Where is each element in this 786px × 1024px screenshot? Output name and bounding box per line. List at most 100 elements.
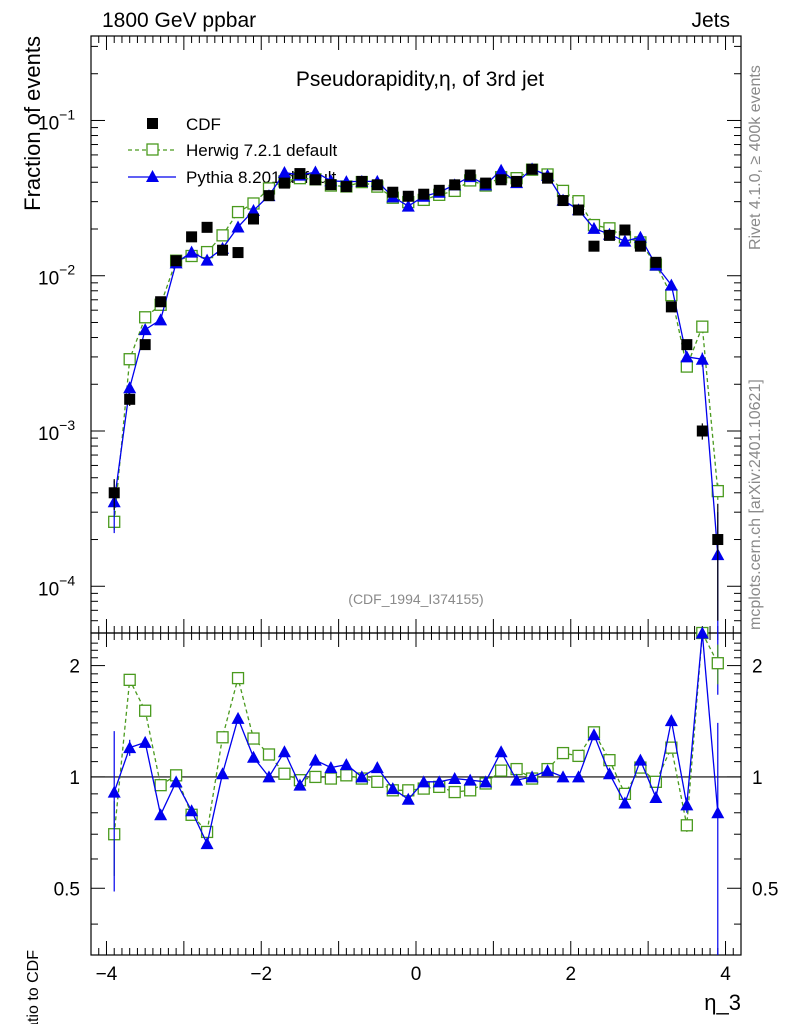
ratio-pythia-point <box>448 772 462 785</box>
cdf-point <box>402 190 414 202</box>
pythia-point <box>587 221 601 234</box>
cdf-point <box>139 339 151 351</box>
ratio-pythia-point <box>200 837 214 850</box>
cdf-point <box>201 221 213 233</box>
ratio-pythia-point <box>541 764 555 777</box>
ratio-pythia-point <box>572 770 585 783</box>
y-tick-label: 10−2 <box>38 262 75 290</box>
pythia-point <box>277 166 291 179</box>
ratio-herwig-point <box>324 772 338 785</box>
cdf-point <box>433 184 445 196</box>
ratio-pythia-line <box>113 632 719 846</box>
ratio-y-tick-label-left: 0.5 <box>54 879 80 900</box>
herwig-point <box>665 288 678 302</box>
ratio-pythia-point <box>185 804 199 817</box>
pythia-point <box>664 278 678 291</box>
pythia-point <box>123 381 137 394</box>
cdf-point <box>665 301 677 313</box>
ratio-pythia-point <box>247 750 260 763</box>
ratio-y-tick-label-left: 2 <box>69 657 80 678</box>
cdf-point <box>511 175 523 187</box>
cdf-point <box>650 256 662 268</box>
ratio-herwig-point <box>494 764 508 777</box>
pythia-point <box>633 230 647 243</box>
cdf-point <box>634 240 646 252</box>
ratio-herwig-point <box>278 767 291 780</box>
ratio-pythia-point <box>494 745 508 758</box>
rivet-version-label: Rivet 4.1.0, ≥ 400k events <box>747 65 764 250</box>
ratio-herwig-point <box>649 775 663 788</box>
pythia-point <box>401 199 415 212</box>
cdf-point <box>124 393 136 405</box>
ratio-y-tick-label-right: 1 <box>752 768 763 789</box>
x-axis-label: η_3 <box>704 990 741 1015</box>
cdf-point <box>278 177 290 189</box>
cdf-point <box>325 179 337 191</box>
pythia-line <box>113 168 719 555</box>
ratio-pythia-point <box>386 782 400 795</box>
cdf-point <box>557 195 569 207</box>
cdf-point <box>418 188 430 200</box>
ratio-pythia-point <box>277 745 291 758</box>
ratio-herwig-point <box>154 779 167 792</box>
energy-label: 1800 GeV ppbar <box>102 9 256 32</box>
ratio-pythia-point <box>169 775 183 788</box>
ratio-axis-ticks: −4 −2 0 2 4 0.5 0.5 1 1 2 2 <box>54 633 778 985</box>
ratio-y-axis-label: Ratio to CDF <box>25 950 42 1024</box>
cdf-point <box>387 186 399 198</box>
chart-title: Pseudorapidity,η, of 3rd jet <box>296 68 544 91</box>
cdf-point <box>371 179 383 191</box>
pythia-point <box>138 323 152 336</box>
pythia-point <box>247 204 260 217</box>
herwig-line <box>113 168 719 522</box>
cdf-point <box>263 190 275 202</box>
pythia-point <box>200 253 214 266</box>
ratio-pythia-point <box>556 770 570 783</box>
herwig-point <box>231 205 245 219</box>
ratio-pythia-point <box>370 761 384 774</box>
ratio-pythia-point <box>293 778 307 791</box>
cdf-point <box>248 213 259 225</box>
cdf-point <box>495 174 507 186</box>
cdf-point <box>217 244 229 256</box>
cdf-point <box>449 179 461 191</box>
pythia-point <box>154 313 168 326</box>
cdf-point <box>696 425 708 437</box>
ratio-pythia-point <box>587 728 601 741</box>
cdf-point <box>588 240 600 252</box>
ratio-pythia-point <box>680 798 694 811</box>
ratio-pythia-point <box>664 714 678 727</box>
legend-marker-herwig <box>146 143 159 156</box>
ratio-herwig-point <box>371 775 384 788</box>
ratio-y-tick-label-left: 1 <box>69 768 80 789</box>
category-label: Jets <box>691 9 730 32</box>
cdf-point <box>232 247 244 259</box>
ratio-pythia-point <box>711 806 725 819</box>
ratio-herwig-point <box>711 657 724 670</box>
pythia-point <box>680 350 694 363</box>
ratio-herwig-point <box>231 671 245 685</box>
cdf-point <box>186 231 198 243</box>
cdf-point <box>712 534 724 546</box>
pythia-point <box>618 234 632 247</box>
pythia-point <box>695 352 709 365</box>
ratio-herwig-point <box>309 770 322 784</box>
cdf-point <box>480 177 492 189</box>
ratio-pythia-point <box>525 770 539 783</box>
ratio-pythia-point <box>262 770 276 783</box>
ratio-pythia-point <box>695 626 709 639</box>
ratio-herwig-point <box>139 704 152 717</box>
ratio-pythia-point <box>123 741 137 754</box>
ratio-pythia-point <box>510 773 524 786</box>
ratio-herwig-point <box>340 769 353 782</box>
ratio-herwig-point <box>680 819 693 832</box>
ratio-pythia-point <box>154 808 168 821</box>
legend-label-cdf: CDF <box>186 115 221 134</box>
herwig-point <box>139 311 152 324</box>
ratio-herwig-point <box>448 785 461 799</box>
ratio-series <box>107 626 725 955</box>
ratio-pythia-point <box>463 773 477 786</box>
cdf-point <box>542 172 554 184</box>
cdf-point <box>619 224 631 236</box>
